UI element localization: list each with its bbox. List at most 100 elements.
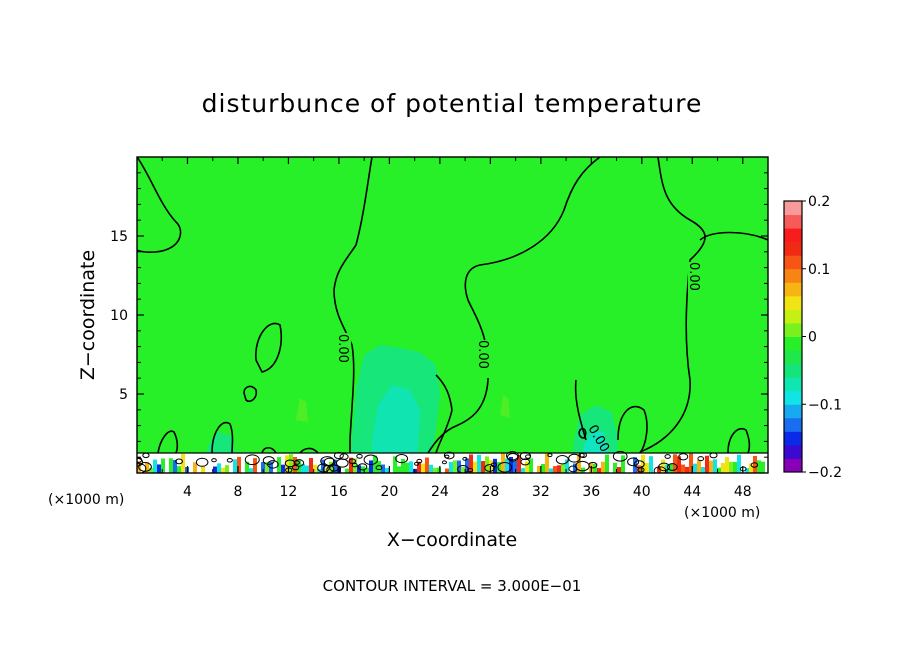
x-tick-label: 32 [532, 484, 550, 500]
x-axis-ticks: 4 8 12 16 20 24 28 32 36 40 44 48 [161, 157, 752, 500]
surface-band-cell [701, 467, 705, 473]
surface-band-cell [301, 463, 305, 473]
surface-band-contour [505, 451, 519, 461]
y-axis-label: Z−coordinate [77, 250, 99, 380]
surface-band-cell [433, 467, 437, 473]
contour-line [578, 427, 587, 439]
surface-band-contour [658, 462, 670, 472]
surface-band-cell [705, 455, 709, 473]
field-background [137, 157, 768, 473]
y-tick-label: 10 [110, 308, 128, 324]
colorbar-swatch [784, 322, 802, 337]
surface-band-contour [441, 460, 447, 465]
surface-band-cell [177, 466, 181, 473]
surface-band-cell [477, 454, 481, 473]
surface-band-contour [294, 460, 300, 465]
contour-line [261, 446, 277, 454]
surface-band-contour [138, 462, 152, 472]
surface-band-cell [369, 460, 373, 473]
contour-label-28km: 0.00 [475, 340, 490, 369]
surface-band-cell [381, 464, 385, 473]
x-unit-label-right: (×1000 m) [684, 505, 760, 521]
contour-line [299, 447, 319, 454]
colorbar-swatch [784, 377, 802, 392]
surface-band-cell [621, 455, 625, 473]
surface-band-cell [469, 454, 473, 473]
plume-core-20km [372, 385, 420, 473]
surface-band-cell [537, 465, 541, 473]
surface-band-cell [169, 458, 173, 473]
surface-band-cell [737, 454, 741, 473]
surface-band-contour [416, 458, 423, 464]
surface-band-cell [729, 461, 733, 473]
surface-band-contour [317, 463, 330, 473]
colorbar-tick-label: −0.2 [808, 465, 842, 481]
colorbar-tick-label: 0.2 [808, 194, 830, 210]
x-tick-label: 36 [582, 484, 600, 500]
surface-band-cell [601, 461, 605, 473]
surface-band-cell [209, 460, 213, 473]
surface-band-cell [753, 455, 757, 473]
colorbar-swatch [784, 268, 802, 283]
surface-band-cell [525, 461, 529, 473]
surface-band-cell [765, 461, 768, 473]
contour-line [617, 405, 648, 454]
surface-band-cell [625, 460, 629, 473]
surface-band-cell [277, 457, 281, 473]
surface-band-contour [547, 453, 553, 458]
x-tick-label: 4 [183, 484, 192, 500]
surface-band-cell [229, 461, 233, 473]
surface-band-cell [709, 460, 713, 473]
surface-band-cell [409, 461, 413, 473]
surface-band-cell [285, 455, 289, 473]
surface-band-cell [645, 462, 649, 473]
surface-band-cell [425, 457, 429, 473]
colorbar [783, 200, 803, 473]
surface-band-contour [697, 456, 705, 462]
colorbar-swatch [784, 309, 802, 324]
surface-band-cell [385, 467, 389, 473]
surface-band-cell [221, 467, 225, 473]
surface-band-contour [457, 465, 469, 473]
colorbar-tick-label: 0.1 [808, 262, 830, 278]
surface-band-cell [429, 464, 433, 473]
surface-band-cell [373, 455, 377, 473]
colorbar-swatch [784, 404, 802, 419]
surface-band-contour [363, 454, 379, 466]
surface-band-cell [189, 453, 193, 473]
colorbar-tick-label: 0 [808, 330, 817, 346]
surface-band-contour [462, 456, 468, 461]
surface-band-cell [665, 464, 669, 473]
surface-band-cell [449, 461, 453, 473]
surface-band-cell [461, 467, 465, 473]
surface-band-cell [549, 468, 553, 473]
surface-band-cell [341, 454, 345, 473]
surface-band-contour [336, 458, 349, 468]
surface-band-cell [161, 458, 165, 473]
contour-interval-note: CONTOUR INTERVAL = 3.000E−01 [323, 577, 582, 595]
surface-band-contour [357, 463, 368, 471]
zero-contours [137, 157, 768, 454]
contour-line [427, 157, 601, 454]
x-axis-label: X−coordinate [387, 529, 517, 551]
surface-band-contour [244, 454, 260, 466]
surface-band-cell [333, 459, 337, 473]
colorbar-swatch [784, 228, 802, 243]
x-unit-label-left: (×1000 m) [48, 492, 124, 508]
surface-band-cell [353, 458, 357, 473]
surface-band-cell [497, 461, 501, 473]
surface-band-cell [761, 461, 765, 473]
surface-band-cell [697, 460, 701, 473]
colorbar-swatch [784, 458, 802, 473]
surface-band-contour [497, 462, 513, 473]
contour-line [727, 428, 751, 454]
contour-line [157, 430, 179, 454]
contour-line [435, 374, 453, 454]
surface-band-cell [529, 458, 533, 473]
surface-band-cell [269, 461, 273, 473]
surface-band-cell [329, 461, 333, 473]
contour-line [574, 379, 587, 441]
surface-band-cell [253, 458, 257, 473]
surface-turbulence-band [137, 451, 768, 473]
colorbar-swatch [784, 241, 802, 256]
